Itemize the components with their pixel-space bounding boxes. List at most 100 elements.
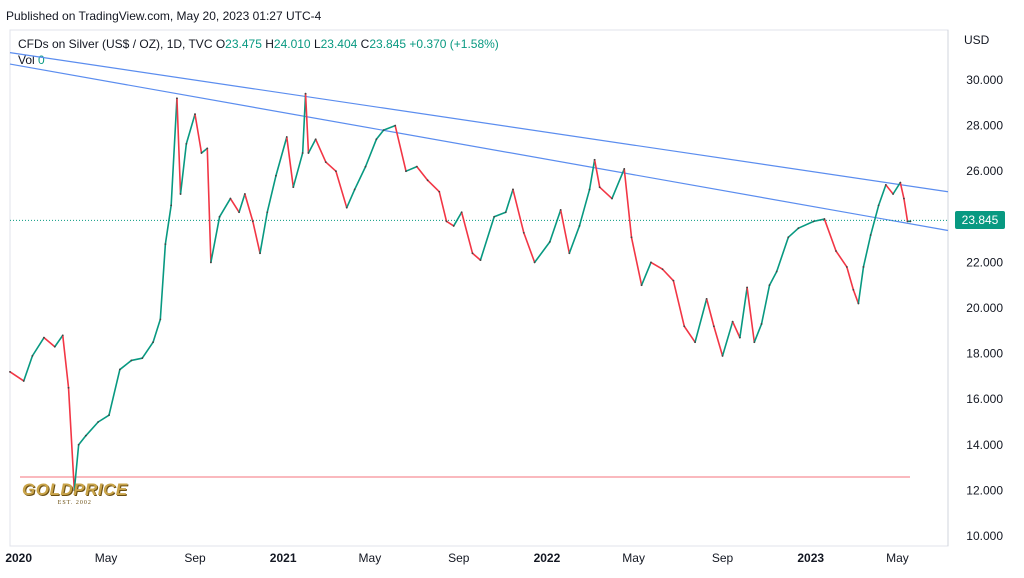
price-segment — [285, 136, 295, 188]
x-tick-label: 2023 — [797, 551, 824, 565]
price-point — [164, 243, 167, 246]
price-point — [588, 188, 591, 191]
price-segment — [721, 320, 734, 357]
price-point — [292, 186, 295, 189]
price-segment — [176, 97, 182, 195]
price-point — [53, 345, 56, 348]
price-point — [324, 161, 327, 163]
price-point — [460, 211, 463, 214]
price-segment — [753, 323, 763, 344]
price-point — [650, 261, 652, 264]
price-segment — [846, 266, 855, 291]
price-segment — [375, 129, 385, 141]
y-tick-label: 16.000 — [966, 392, 1003, 406]
price-segment — [568, 225, 581, 255]
price-segment — [835, 250, 848, 268]
price-point — [229, 197, 232, 200]
price-segment — [705, 298, 715, 328]
price-point — [108, 414, 110, 417]
price-point — [405, 170, 407, 173]
price-segment — [857, 266, 865, 305]
price-point — [73, 489, 76, 492]
price-segment — [862, 234, 872, 268]
x-tick-label: 2021 — [270, 551, 297, 565]
price-segment — [823, 218, 837, 252]
price-segment — [504, 188, 514, 214]
price-point — [415, 165, 418, 168]
price-point — [209, 261, 212, 264]
price-point — [243, 193, 246, 195]
price-segment — [438, 190, 448, 223]
price-segment — [787, 227, 800, 239]
price-point — [892, 193, 894, 195]
price-point — [375, 138, 378, 141]
price-segment — [746, 286, 756, 344]
price-point — [630, 236, 633, 239]
y-tick-label: 18.000 — [966, 347, 1003, 361]
price-point — [438, 190, 441, 193]
price-point — [159, 318, 162, 321]
price-segment — [54, 334, 64, 348]
price-segment — [185, 113, 196, 145]
price-point — [22, 380, 25, 382]
close-label: C — [360, 37, 370, 51]
price-point — [9, 370, 11, 373]
plot-frame — [9, 29, 949, 547]
price-segment — [159, 243, 167, 321]
y-tick-label: 10.000 — [966, 529, 1003, 543]
price-point — [118, 368, 121, 371]
price-point — [84, 434, 87, 437]
price-point — [768, 284, 771, 287]
price-point — [746, 286, 749, 289]
price-segment — [152, 318, 162, 344]
price-segment — [903, 197, 909, 223]
logo-established: EST. 2002 — [57, 500, 92, 506]
price-segment — [394, 124, 407, 172]
symbol-name[interactable]: CFDs on Silver (US$ / OZ), 1D, TVC — [18, 37, 213, 51]
volume-label[interactable]: Vol — [18, 53, 35, 67]
price-segment — [345, 188, 356, 209]
price-point — [170, 204, 173, 207]
price-point — [899, 181, 902, 184]
price-segment — [292, 152, 304, 188]
price-segment — [460, 211, 474, 255]
price-segment — [229, 197, 240, 214]
price-segment — [452, 211, 463, 227]
price-segment — [244, 193, 254, 223]
price-segment — [22, 355, 34, 382]
price-point — [559, 209, 562, 211]
price-point — [266, 211, 269, 214]
price-point — [578, 225, 581, 227]
price-segment — [31, 336, 45, 357]
price-point — [353, 188, 356, 191]
price-segment — [630, 236, 643, 287]
x-tick-label: May — [622, 551, 645, 565]
price-point — [345, 206, 348, 209]
price-segment — [426, 179, 441, 193]
price-point — [512, 188, 514, 191]
price-segment — [549, 209, 562, 243]
price-point — [869, 234, 872, 236]
last-price-tag: 23.845 — [955, 211, 1005, 229]
price-point — [533, 261, 536, 264]
price-point — [738, 336, 741, 339]
published-caption: Published on TradingView.com, May 20, 20… — [6, 9, 322, 23]
price-point — [61, 334, 64, 337]
price-segment — [559, 209, 571, 255]
price-point — [909, 220, 912, 223]
price-point — [884, 183, 887, 186]
price-segment — [405, 165, 418, 172]
price-segment — [739, 286, 748, 339]
logo-wordmark: GOLDPRICE — [22, 480, 128, 499]
y-tick-label: 14.000 — [966, 438, 1003, 452]
price-segment — [97, 414, 110, 423]
x-tick-label: 2022 — [534, 551, 561, 565]
price-segment — [683, 325, 696, 344]
price-point — [683, 325, 686, 328]
price-point — [152, 341, 154, 344]
price-point — [598, 186, 601, 189]
price-point — [176, 97, 178, 100]
price-segment — [77, 434, 87, 446]
price-point — [672, 279, 675, 282]
